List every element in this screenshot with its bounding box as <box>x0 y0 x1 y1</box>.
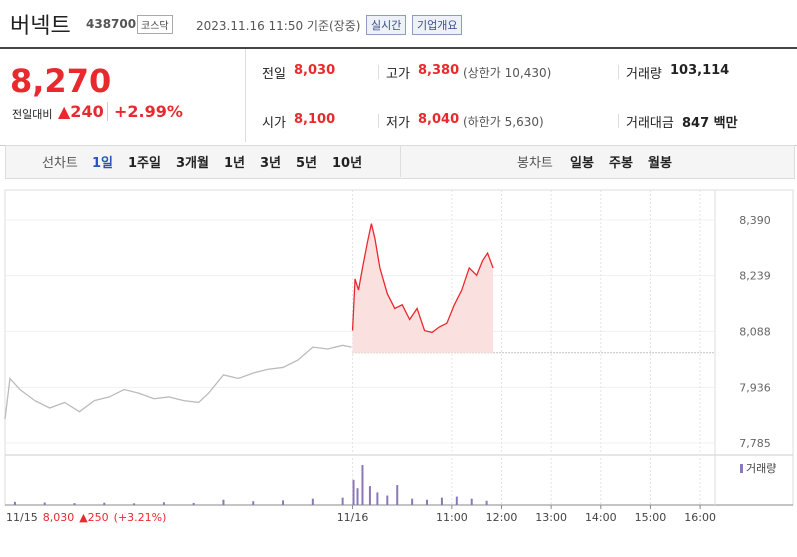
change-label: 전일대비 <box>12 108 53 121</box>
area <box>352 223 494 353</box>
stock-code: 438700 <box>86 17 137 31</box>
change: ▲240 <box>58 102 104 121</box>
tab[interactable]: 1주일 <box>128 156 161 171</box>
tab[interactable]: 5년 <box>296 156 318 171</box>
volume-bar <box>440 497 443 505</box>
tab[interactable]: 일봉 <box>570 156 594 171</box>
stat-value: 103,114 <box>670 63 730 78</box>
summary <box>0 47 797 146</box>
stat-label: 거래량 <box>626 67 662 82</box>
tab[interactable]: 3년 <box>260 156 282 171</box>
time: 2023.11.16 11:50 기준(장중) <box>196 19 361 33</box>
x-tick-label: 15:00 <box>635 511 667 524</box>
volume-bar <box>282 500 285 505</box>
x-tick-label: 11/16 <box>337 511 369 524</box>
tab[interactable]: 주봉 <box>609 156 633 171</box>
y-tick-label: 7,785 <box>739 437 771 450</box>
divider <box>378 65 379 79</box>
price-line <box>351 223 494 334</box>
volume-bar <box>352 479 355 505</box>
price-line <box>4 344 352 420</box>
divider <box>400 146 401 177</box>
x-tick-label: 12:00 <box>486 511 518 524</box>
volume-bar <box>386 495 389 505</box>
footer-price: 8,030 <box>43 511 75 524</box>
tab[interactable]: 월봉 <box>648 156 672 171</box>
footer-date: 11/15 <box>6 511 38 524</box>
volume-bar <box>133 503 136 505</box>
volume-bar <box>455 496 458 505</box>
stat-note: (상한가 10,430) <box>463 66 552 80</box>
market-badge: 코스닥 <box>137 15 173 34</box>
volume-bar <box>411 498 414 505</box>
stat-label: 저가 <box>386 116 410 131</box>
change-rate: +2.99% <box>107 102 183 121</box>
x-tick-label: 16:00 <box>684 511 716 524</box>
stat-value: 8,100 <box>294 112 336 127</box>
divider <box>618 65 619 79</box>
volume-bar <box>222 499 225 505</box>
volume-bar <box>73 503 76 505</box>
stat-label: 거래대금 <box>626 116 674 131</box>
x-tick-label: 13:00 <box>535 511 567 524</box>
tab[interactable]: 1년 <box>224 156 246 171</box>
y-tick-label: 8,088 <box>739 325 771 338</box>
volume-bar <box>368 486 371 505</box>
volume-bar <box>376 492 379 505</box>
volume-bar <box>192 502 195 505</box>
stat-note: (하한가 5,630) <box>463 115 544 129</box>
y-tick-label: 8,239 <box>739 270 771 283</box>
tab[interactable]: 3개월 <box>176 156 209 171</box>
tab[interactable]: 1일 <box>92 156 114 171</box>
volume-bar <box>396 485 399 505</box>
y-tick-label: 8,390 <box>739 214 771 227</box>
volume-bar <box>485 500 488 505</box>
current-price: 8,270 <box>10 62 112 100</box>
volume-legend-swatch <box>740 464 743 473</box>
tab-label: 선차트 <box>42 156 78 171</box>
volume-bar <box>361 465 364 505</box>
divider <box>245 49 246 142</box>
volume-bar <box>470 498 473 505</box>
stock-name: 버넥트 <box>10 14 71 39</box>
volume-bar <box>43 502 46 505</box>
stat-value: 8,030 <box>294 63 336 78</box>
x-tick-label: 11:00 <box>436 511 468 524</box>
tab[interactable]: 10년 <box>332 156 363 171</box>
x-tick-label: 14:00 <box>585 511 617 524</box>
stat-value: 847 백만 <box>682 116 738 131</box>
y-tick-label: 7,936 <box>739 381 771 394</box>
stat-label: 시가 <box>262 116 286 131</box>
volume-bar <box>426 499 429 505</box>
divider <box>378 114 379 128</box>
volume-bar <box>252 501 255 505</box>
volume-legend: 거래량 <box>746 462 776 475</box>
volume-bar <box>341 497 344 505</box>
volume-bar <box>13 501 16 505</box>
volume-bar <box>311 498 314 505</box>
stat-value: 8,040 <box>418 112 460 127</box>
footer-change: ▲250 <box>79 511 108 524</box>
volume-bar <box>162 502 165 505</box>
tab-label: 봉차트 <box>517 156 553 171</box>
stat-value: 8,380 <box>418 63 460 78</box>
stat-label: 전일 <box>262 67 286 82</box>
stat-label: 고가 <box>386 67 410 82</box>
chart: 8,390 8,239 8,088 7,936 7,785 11/16 11:00 12:00… <box>4 189 794 524</box>
footer-rate: (+3.21%) <box>114 511 167 524</box>
overview-button[interactable]: 기업개요 <box>412 15 463 35</box>
volume-bar <box>356 488 359 505</box>
realtime-button[interactable]: 실시간 <box>366 15 407 35</box>
divider <box>618 114 619 128</box>
volume-bar <box>103 502 106 505</box>
